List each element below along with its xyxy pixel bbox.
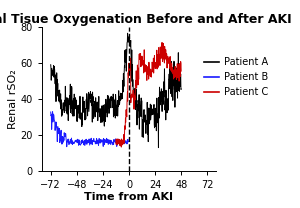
X-axis label: Time from AKI: Time from AKI: [85, 192, 173, 202]
Title: Renal Tisue Oxygenation Before and After AKI: Renal Tisue Oxygenation Before and After…: [0, 13, 291, 26]
Y-axis label: Renal rSO₂: Renal rSO₂: [8, 69, 18, 129]
Legend: Patient A, Patient B, Patient C: Patient A, Patient B, Patient C: [201, 53, 272, 101]
